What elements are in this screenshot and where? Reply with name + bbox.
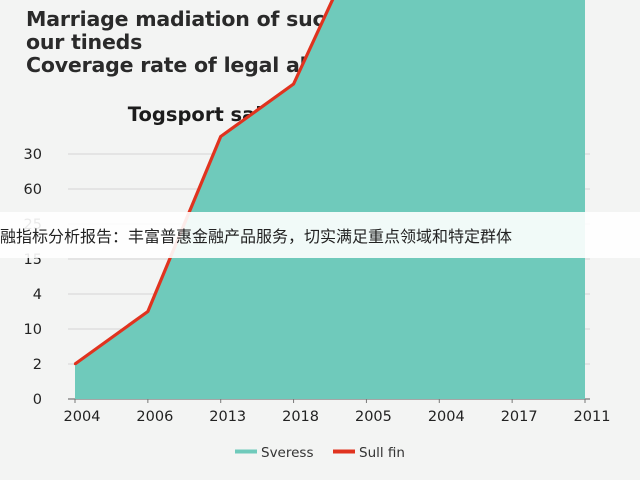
legend: Sveress Sull fin (235, 445, 405, 461)
legend-label: Sull fin (359, 445, 405, 461)
data-point (73, 362, 77, 366)
data-point (292, 82, 295, 86)
y-tick-label: 30 (24, 147, 42, 163)
legend-swatch (333, 449, 355, 454)
y-tick-label: 2 (33, 357, 42, 373)
x-tick-label: 2013 (209, 409, 246, 425)
overlay-banner: 融指标分析报告：丰富普惠金融产品服务，切实满足重点领域和特定群体 (0, 212, 640, 258)
area-series-sveress (75, 0, 585, 399)
y-tick-label: 10 (24, 322, 42, 338)
x-tick-label: 2005 (355, 409, 392, 425)
x-tick-label: 2011 (574, 409, 611, 425)
x-tick-label: 2017 (501, 409, 538, 425)
y-tick-label: 4 (33, 287, 42, 303)
x-tick-label: 2004 (64, 409, 101, 425)
data-point (219, 135, 222, 138)
y-tick-label: 60 (24, 182, 42, 198)
line-series-sull-fin (74, 0, 335, 366)
headline-line-2: our tineds (26, 30, 143, 54)
x-axis-labels: 2004 2006 2013 2018 2005 2004 2017 2011 (64, 399, 611, 425)
overlay-banner-text: 融指标分析报告：丰富普惠金融产品服务，切实满足重点领域和特定群体 (0, 227, 513, 246)
legend-swatch (235, 449, 257, 454)
plot-area (73, 0, 585, 399)
headline-line-3: Coverage rate of legal alid (26, 53, 328, 77)
x-tick-label: 2018 (282, 409, 319, 425)
y-tick-label: 0 (33, 392, 42, 408)
x-tick-label: 2004 (428, 409, 465, 425)
x-tick-label: 2006 (136, 409, 173, 425)
data-point (146, 310, 150, 313)
legend-label: Sveress (261, 445, 314, 461)
y-axis-labels: 0210415256030 (24, 147, 42, 408)
